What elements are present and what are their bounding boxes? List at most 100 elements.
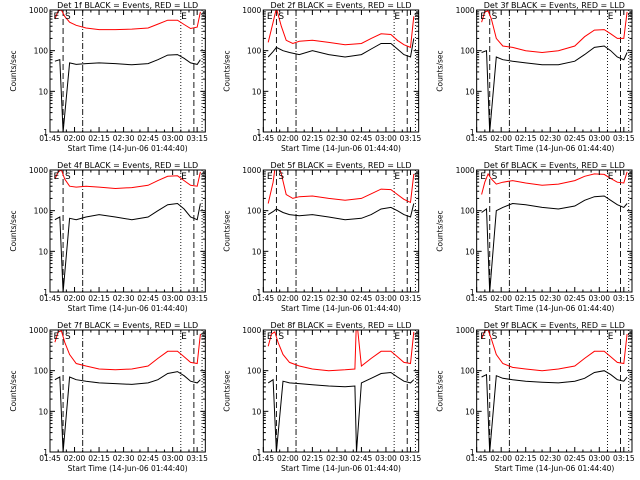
y-axis-label: Counts/sec [9,370,18,411]
y-tick-label: 1000 [242,326,261,335]
chart-title: Det 1f BLACK = Events, RED = LLD [57,1,198,10]
series-lld-line [267,10,415,49]
marker-label-e: E [267,12,273,22]
y-tick-label: 100 [247,47,262,56]
y-axis-label: Counts/sec [222,370,231,411]
y-tick-label: 10 [465,407,475,416]
x-tick-label: 01:45 [253,134,275,143]
x-axis-label: Start Time (14-Jun-06 01:44:40) [494,304,614,313]
x-tick-label: 02:00 [64,454,86,463]
series-lld-line [54,330,201,371]
marker-label-e: E [181,12,187,22]
x-tick-label: 02:00 [64,294,86,303]
x-tick-label: 03:15 [186,294,208,303]
x-tick-label: 02:15 [302,294,324,303]
marker-label-e: E [394,12,400,22]
plot-area [481,330,630,452]
marker-label-s: S [65,332,71,342]
y-tick-label: 1000 [242,166,261,175]
chart-title: Det 6f BLACK = Events, RED = LLD [484,161,625,170]
x-tick-label: 02:00 [490,294,512,303]
x-tick-label: 02:30 [113,134,135,143]
y-tick-label: 100 [460,47,475,56]
plot-frame [49,169,206,293]
x-tick-label: 02:15 [88,134,110,143]
x-axis-label: Start Time (14-Jun-06 01:44:40) [281,144,401,153]
x-tick-label: 02:30 [326,134,348,143]
x-tick-label: 02:45 [137,454,159,463]
x-tick-label: 02:15 [515,294,537,303]
series-events-line [54,202,201,292]
x-tick-label: 03:00 [375,454,397,463]
x-tick-label: 03:00 [375,294,397,303]
y-tick-label: 100 [247,207,262,216]
y-tick-label: 1000 [456,6,475,15]
y-tick-label: 100 [247,367,262,376]
x-tick-label: 02:45 [351,134,373,143]
x-tick-label: 02:45 [564,134,586,143]
marker-label-e: E [394,172,400,182]
x-tick-label: 01:45 [466,134,488,143]
plot-frame [262,169,420,293]
x-axis-label: Start Time (14-Jun-06 01:44:40) [68,144,188,153]
series-events-line [267,371,415,452]
x-tick-label: 02:15 [515,454,537,463]
series-lld-line [481,10,628,54]
chart-title: Det 5f BLACK = Events, RED = LLD [270,161,411,170]
y-tick-label: 1 [257,128,262,137]
marker-label-s: S [414,172,420,182]
y-tick-label: 10 [465,247,475,256]
x-tick-label: 03:00 [588,294,610,303]
x-tick-label: 02:30 [113,454,135,463]
y-tick-label: 100 [34,207,49,216]
marker-label-s: S [278,12,284,22]
marker-label-e: E [480,172,486,182]
y-tick-label: 1 [43,288,48,297]
y-tick-label: 1000 [29,326,48,335]
plot-frame [476,169,633,293]
series-lld-line [481,330,628,372]
x-tick-label: 01:45 [39,454,61,463]
y-tick-label: 1000 [456,326,475,335]
y-axis-label: Counts/sec [9,50,18,91]
x-tick-label: 02:30 [539,294,561,303]
y-tick-label: 100 [34,367,49,376]
marker-label-e: E [608,332,614,342]
x-axis-label: Start Time (14-Jun-06 01:44:40) [494,464,614,473]
series-lld-line [481,171,628,195]
y-tick-label: 10 [252,247,262,256]
x-tick-label: 02:45 [351,454,373,463]
x-tick-label: 02:30 [539,454,561,463]
plot-frame [262,9,420,133]
y-tick-label: 1 [470,288,475,297]
series-lld-line [267,330,415,372]
x-tick-label: 02:45 [564,294,586,303]
x-tick-label: 03:00 [375,134,397,143]
x-tick-label: 01:45 [466,454,488,463]
marker-label-s: S [492,172,498,182]
marker-label-s: S [201,172,207,182]
x-tick-label: 02:45 [137,134,159,143]
chart-title: Det 2f BLACK = Events, RED = LLD [270,1,411,10]
marker-label-s: S [492,12,498,22]
series-events-line [54,54,201,132]
x-tick-label: 01:45 [39,294,61,303]
marker-label-e: E [267,332,273,342]
x-tick-label: 02:15 [302,134,324,143]
y-tick-label: 10 [252,87,262,96]
x-tick-label: 02:15 [88,454,110,463]
x-tick-label: 03:15 [613,134,635,143]
x-tick-label: 02:45 [137,294,159,303]
x-tick-label: 03:00 [588,134,610,143]
series-events-line [267,203,415,221]
series-events-line [267,38,415,58]
x-axis-label: Start Time (14-Jun-06 01:44:40) [68,304,188,313]
marker-label-e: E [54,12,60,22]
marker-label-e: E [394,332,400,342]
y-tick-label: 10 [252,407,262,416]
x-tick-label: 02:45 [564,454,586,463]
